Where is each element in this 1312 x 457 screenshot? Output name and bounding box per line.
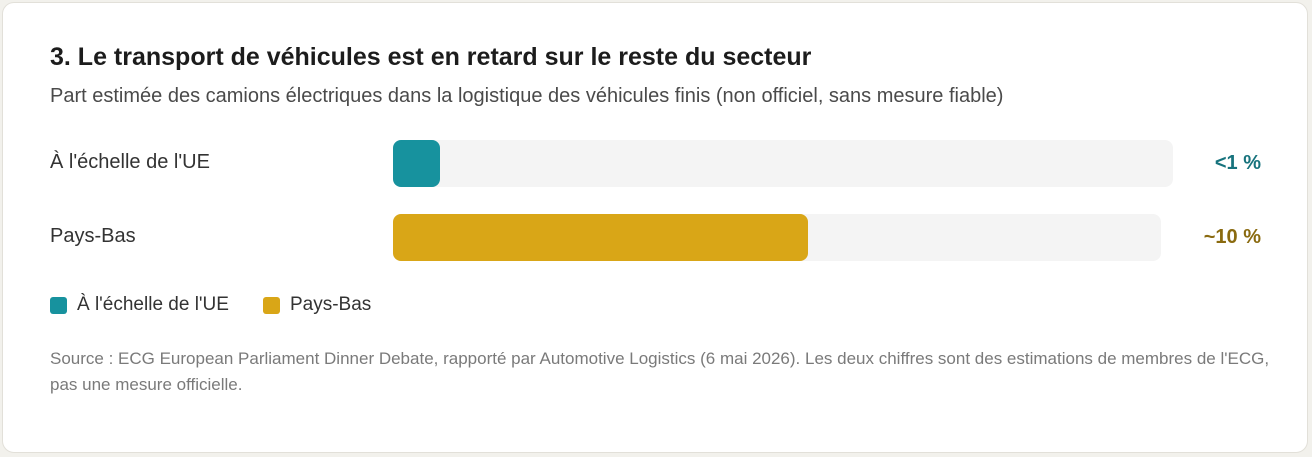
bar-netherlands — [393, 214, 808, 261]
legend-swatch-eu — [50, 296, 67, 314]
legend-label-netherlands: Pays-Bas — [289, 294, 372, 315]
bar-value-label-netherlands: ~10 % — [1203, 226, 1261, 248]
legend-label-eu: À l'échelle de l'UE — [77, 294, 229, 315]
bar-value-label-eu: <1 % — [1214, 152, 1261, 174]
bar-track-eu — [393, 140, 1173, 187]
legend: À l'échelle de l'UE Pays-Bas — [50, 294, 405, 316]
bar-eu — [393, 140, 440, 187]
bar-label-netherlands: Pays-Bas — [50, 225, 136, 247]
legend-item-eu: À l'échelle de l'UE — [50, 294, 229, 316]
legend-item-netherlands: Pays-Bas — [262, 294, 372, 316]
bar-track-netherlands — [393, 214, 1161, 261]
chart-subtitle: Part estimée des camions électriques dan… — [50, 85, 1004, 107]
legend-swatch-netherlands — [262, 296, 280, 314]
chart-title: 3. Le transport de véhicules est en reta… — [50, 43, 812, 71]
bar-label-eu: À l'échelle de l'UE — [50, 151, 210, 173]
source-note: Source : ECG European Parliament Dinner … — [50, 349, 1270, 394]
